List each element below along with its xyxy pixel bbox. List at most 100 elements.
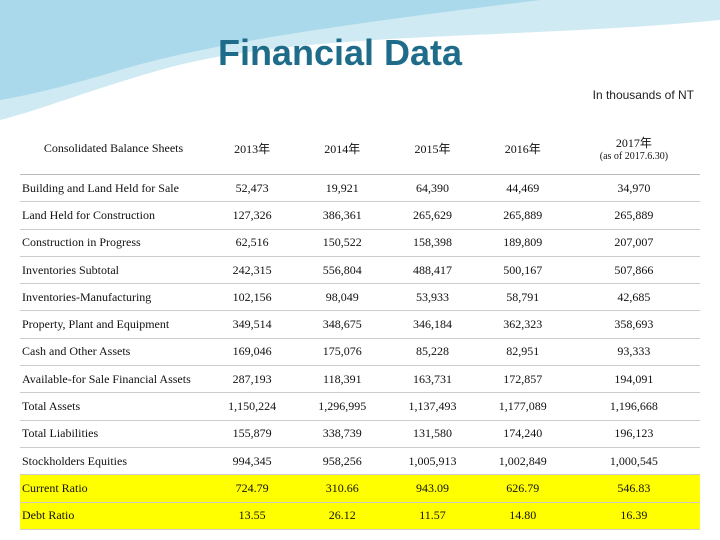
- cell: 196,123: [567, 420, 700, 448]
- table-row: Current Ratio 724.79 310.66 943.09 626.79 546…: [20, 474, 700, 503]
- cell: 14.80: [477, 502, 568, 530]
- cell: 287,193: [207, 365, 298, 394]
- cell: 155,879: [207, 420, 298, 448]
- cell: 724.79: [207, 474, 298, 503]
- row-label: Land Held for Construction: [20, 201, 207, 230]
- cell: 163,731: [387, 365, 478, 394]
- cell: 265,889: [477, 201, 568, 230]
- cell: 127,326: [207, 201, 298, 230]
- cell: 53,933: [387, 283, 478, 312]
- cell: 34,970: [567, 174, 700, 203]
- cell: 348,675: [297, 310, 388, 339]
- column-header: 2015年: [387, 122, 478, 175]
- cell: 242,315: [207, 256, 298, 285]
- table-row: Stockholders Equities 994,345 958,256 1,005…: [20, 447, 700, 476]
- cell: 98,049: [297, 283, 388, 312]
- table-row: Total Liabilities 155,879 338,739 131,580 17…: [20, 420, 700, 448]
- cell: 26.12: [297, 502, 388, 530]
- swoosh-dark: [0, 0, 540, 100]
- cell: 1,005,913: [387, 447, 478, 476]
- row-label: Available-for Sale Financial Assets: [20, 365, 207, 394]
- table-row: Available-for Sale Financial Assets 287,1…: [20, 365, 700, 394]
- table-row: Inventories Subtotal 242,315 556,804 488,41…: [20, 256, 700, 285]
- cell: 507,866: [567, 256, 700, 285]
- cell: 194,091: [567, 365, 700, 394]
- cell: 265,629: [387, 201, 478, 230]
- cell: 556,804: [297, 256, 388, 285]
- row-label: Cash and Other Assets: [20, 338, 207, 367]
- cell: 362,323: [477, 310, 568, 339]
- column-label: 2017年: [615, 136, 652, 150]
- column-label: Consolidated Balance Sheets: [43, 140, 184, 155]
- column-header: Consolidated Balance Sheets: [20, 122, 207, 175]
- cell: 958,256: [297, 447, 388, 476]
- column-header: 2013年: [207, 122, 298, 175]
- cell: 44,469: [477, 174, 568, 203]
- cell: 175,076: [297, 338, 388, 367]
- cell: 346,184: [387, 310, 478, 339]
- table-row: Total Assets 1,150,224 1,296,995 1,137,493 1…: [20, 392, 700, 421]
- cell: 118,391: [297, 365, 388, 394]
- cell: 52,473: [207, 174, 298, 203]
- cell: 82,951: [477, 338, 568, 367]
- column-header: 2016年: [477, 122, 568, 175]
- row-label: Property, Plant and Equipment: [20, 310, 207, 339]
- cell: 1,002,849: [477, 447, 568, 476]
- header-row: Consolidated Balance Sheets 2013年 2014年 201…: [20, 122, 700, 175]
- table-row: Cash and Other Assets 169,046 175,076 85,22…: [20, 338, 700, 367]
- cell: 488,417: [387, 256, 478, 285]
- title: Financial Data: [217, 32, 463, 73]
- cell: 102,156: [207, 283, 298, 312]
- cell: 16.39: [567, 502, 700, 530]
- cell: 62,516: [207, 229, 298, 257]
- cell: 358,693: [567, 310, 700, 339]
- cell: 189,809: [477, 229, 568, 257]
- cell: 150,522: [297, 229, 388, 257]
- subtitle: In thousands of NT: [592, 88, 694, 102]
- cell: 1,296,995: [297, 392, 388, 421]
- table-head: Consolidated Balance Sheets 2013年 2014年 201…: [20, 122, 700, 175]
- row-label: Inventories-Manufacturing: [20, 283, 207, 312]
- cell: 626.79: [477, 474, 568, 503]
- cell: 11.57: [387, 502, 478, 530]
- background-swoosh: [0, 0, 720, 120]
- cell: 994,345: [207, 447, 298, 476]
- column-label: 2014年: [324, 141, 361, 156]
- cell: 64,390: [387, 174, 478, 203]
- column-label: 2015年: [414, 141, 451, 156]
- cell: 93,333: [567, 338, 700, 367]
- cell: 546.83: [567, 474, 700, 503]
- cell: 500,167: [477, 256, 568, 285]
- table-row: Debt Ratio 13.55 26.12 11.57 14.80 16.39: [20, 502, 700, 530]
- cell: 1,000,545: [567, 447, 700, 476]
- row-label: Debt Ratio: [20, 502, 207, 530]
- column-note: (as of 2017.6.30): [599, 151, 669, 162]
- row-label: Current Ratio: [20, 474, 207, 503]
- cell: 349,514: [207, 310, 298, 339]
- table-row: Construction in Progress 62,516 150,522 158…: [20, 229, 700, 257]
- column-header: 2017年 (as of 2017.6.30): [567, 122, 700, 175]
- row-label: Total Assets: [20, 392, 207, 421]
- cell: 13.55: [207, 502, 298, 530]
- cell: 131,580: [387, 420, 478, 448]
- cell: 174,240: [477, 420, 568, 448]
- column-header: 2014年: [297, 122, 388, 175]
- cell: 386,361: [297, 201, 388, 230]
- table-row: Land Held for Construction 127,326 386,361…: [20, 201, 700, 230]
- cell: 207,007: [567, 229, 700, 257]
- cell: 1,196,668: [567, 392, 700, 421]
- row-label: Stockholders Equities: [20, 447, 207, 476]
- cell: 42,685: [567, 283, 700, 312]
- cell: 943.09: [387, 474, 478, 503]
- cell: 169,046: [207, 338, 298, 367]
- cell: 58,791: [477, 283, 568, 312]
- row-label: Total Liabilities: [20, 420, 207, 448]
- cell: 1,177,089: [477, 392, 568, 421]
- cell: 172,857: [477, 365, 568, 394]
- table-row: Building and Land Held for Sale 52,473 19,…: [20, 174, 700, 203]
- cell: 158,398: [387, 229, 478, 257]
- cell: 85,228: [387, 338, 478, 367]
- cell: 1,137,493: [387, 392, 478, 421]
